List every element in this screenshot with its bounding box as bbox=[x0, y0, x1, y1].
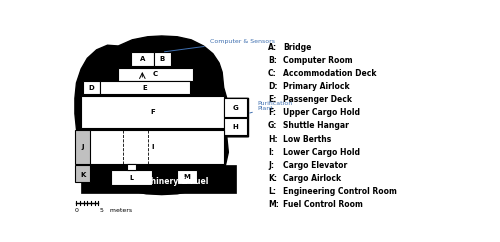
Bar bbox=[75, 130, 90, 164]
Text: M:: M: bbox=[268, 200, 279, 209]
Text: Shuttle Hangar: Shuttle Hangar bbox=[284, 121, 349, 130]
Bar bbox=[154, 52, 171, 66]
Text: Cargo Elevator: Cargo Elevator bbox=[284, 161, 348, 170]
Text: M: M bbox=[184, 174, 190, 180]
Text: L: L bbox=[130, 175, 134, 181]
Bar bbox=[224, 118, 247, 135]
Bar bbox=[75, 165, 90, 182]
Text: L:: L: bbox=[268, 187, 276, 196]
Text: H: H bbox=[232, 124, 238, 130]
Bar bbox=[177, 170, 198, 184]
Text: Bridge: Bridge bbox=[284, 43, 312, 52]
Text: C:: C: bbox=[268, 69, 276, 78]
Text: E: E bbox=[142, 85, 147, 91]
Bar bbox=[81, 130, 224, 164]
Bar bbox=[224, 98, 247, 117]
Text: Engineering Control Room: Engineering Control Room bbox=[284, 187, 397, 196]
Text: Purification
Plant: Purification Plant bbox=[250, 101, 293, 113]
Text: I: I bbox=[151, 144, 154, 150]
Text: J: J bbox=[82, 144, 84, 150]
Text: B: B bbox=[160, 56, 165, 62]
Text: Computer & Sensors: Computer & Sensors bbox=[164, 39, 275, 52]
Text: D:: D: bbox=[268, 82, 278, 91]
Bar bbox=[130, 52, 154, 66]
Text: Cargo Airlock: Cargo Airlock bbox=[284, 174, 342, 183]
Bar bbox=[127, 164, 136, 170]
Text: Computer Room: Computer Room bbox=[284, 56, 353, 65]
Text: Passenger Deck: Passenger Deck bbox=[284, 95, 352, 104]
Text: D: D bbox=[88, 85, 94, 91]
Text: K:: K: bbox=[268, 174, 277, 183]
Text: A:: A: bbox=[268, 43, 277, 52]
Bar bbox=[81, 165, 236, 193]
Text: Low Berths: Low Berths bbox=[284, 135, 332, 144]
Text: 0: 0 bbox=[74, 208, 78, 213]
Bar bbox=[118, 68, 192, 81]
Text: Upper Cargo Hold: Upper Cargo Hold bbox=[284, 108, 360, 117]
Text: I:: I: bbox=[268, 148, 274, 157]
Text: C: C bbox=[153, 71, 158, 77]
Text: Primary Airlock: Primary Airlock bbox=[284, 82, 350, 91]
Text: J:: J: bbox=[268, 161, 274, 170]
Text: H:: H: bbox=[268, 135, 278, 144]
Text: B:: B: bbox=[268, 56, 277, 65]
Text: Machinery & Fuel: Machinery & Fuel bbox=[134, 177, 208, 186]
Text: Fuel Control Room: Fuel Control Room bbox=[284, 200, 363, 209]
Text: A: A bbox=[140, 56, 145, 62]
Text: F: F bbox=[150, 109, 155, 115]
Bar bbox=[81, 96, 224, 128]
Polygon shape bbox=[75, 36, 248, 195]
Bar bbox=[110, 170, 152, 185]
Text: G:: G: bbox=[268, 121, 277, 130]
Text: 5   meters: 5 meters bbox=[100, 208, 132, 213]
Bar bbox=[100, 81, 190, 94]
Text: Lower Cargo Hold: Lower Cargo Hold bbox=[284, 148, 360, 157]
Text: G: G bbox=[232, 105, 238, 111]
Text: F:: F: bbox=[268, 108, 276, 117]
Text: E:: E: bbox=[268, 95, 276, 104]
Text: K: K bbox=[80, 172, 86, 178]
Text: Accommodation Deck: Accommodation Deck bbox=[284, 69, 377, 78]
Bar bbox=[82, 81, 100, 94]
